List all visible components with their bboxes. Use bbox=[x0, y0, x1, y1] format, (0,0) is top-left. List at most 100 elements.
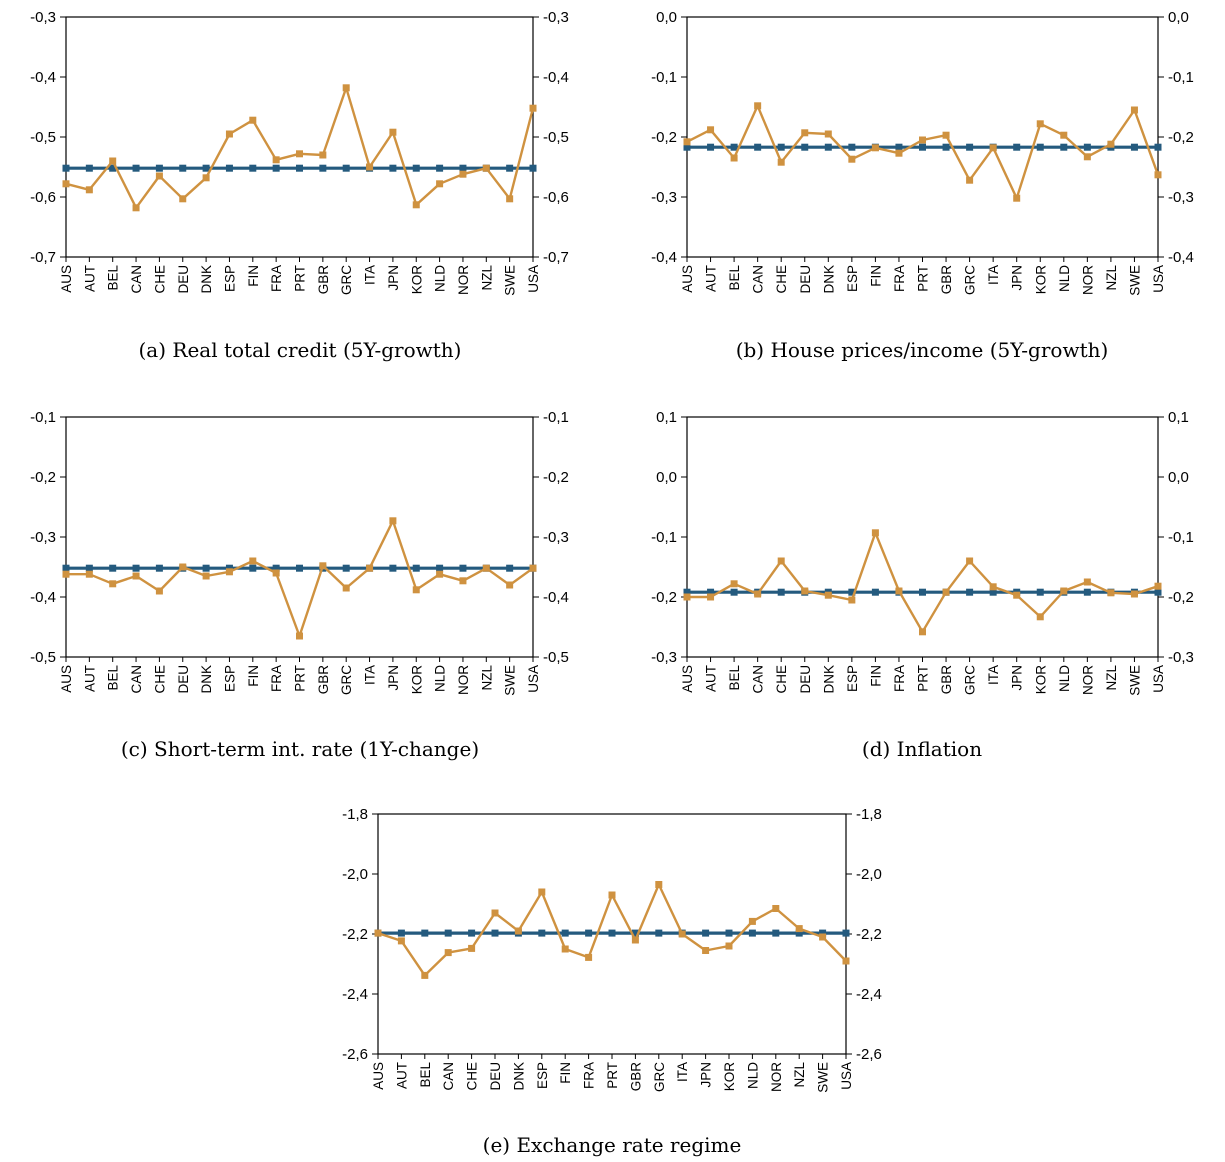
y-tick-label-right: -1,8 bbox=[856, 806, 882, 823]
flat-series-marker bbox=[585, 929, 593, 937]
flat-series-marker bbox=[179, 164, 187, 172]
flat-series-marker bbox=[819, 929, 827, 937]
country-series-marker bbox=[1013, 194, 1021, 202]
country-series-marker bbox=[919, 136, 926, 144]
x-tick-label: AUS bbox=[680, 265, 695, 293]
x-tick-label: CAN bbox=[129, 265, 144, 294]
caption-e: (e) Exchange rate regime bbox=[483, 1133, 742, 1157]
x-tick-label: NZL bbox=[1104, 265, 1119, 291]
caption-d: (d) Inflation bbox=[862, 737, 982, 761]
x-tick-label: BEL bbox=[727, 265, 742, 291]
y-tick-label-right: -0,1 bbox=[543, 409, 569, 426]
x-tick-label: GBR bbox=[316, 665, 331, 695]
x-tick-label: JPN bbox=[1010, 665, 1025, 691]
flat-series-marker bbox=[942, 143, 950, 151]
country-series-marker bbox=[871, 529, 879, 537]
y-tick-label-left: 0,0 bbox=[656, 9, 677, 26]
x-tick-label: SWE bbox=[1127, 265, 1142, 296]
country-series-marker bbox=[1107, 140, 1115, 148]
country-series-marker bbox=[801, 587, 809, 595]
flat-series-marker bbox=[730, 588, 738, 596]
country-series-marker bbox=[62, 570, 70, 578]
x-tick-label: SWE bbox=[816, 1062, 831, 1093]
y-tick-label-left: -0,3 bbox=[651, 189, 677, 206]
x-tick-label: ESP bbox=[222, 265, 237, 292]
y-tick-label-left: -0,7 bbox=[30, 249, 56, 266]
country-series-marker bbox=[109, 157, 117, 165]
x-tick-label: GBR bbox=[939, 665, 954, 695]
flat-series-marker bbox=[1060, 143, 1068, 151]
flat-series-marker bbox=[795, 929, 803, 937]
country-series-marker bbox=[824, 130, 832, 138]
country-series-marker bbox=[777, 158, 785, 166]
country-series-marker bbox=[795, 925, 803, 933]
caption-c: (c) Short-term int. rate (1Y-change) bbox=[121, 737, 479, 761]
flat-series-marker bbox=[296, 564, 303, 572]
country-series-marker bbox=[272, 569, 280, 577]
country-series-marker bbox=[848, 596, 856, 604]
country-series-marker bbox=[444, 949, 452, 957]
flat-series-marker bbox=[272, 164, 280, 172]
y-tick-label-right: -2,0 bbox=[856, 866, 882, 883]
country-series-marker bbox=[842, 957, 850, 965]
country-series-marker bbox=[459, 577, 467, 585]
country-series-marker bbox=[491, 909, 499, 917]
y-tick-label-right: -0,7 bbox=[543, 249, 569, 266]
x-tick-label: AUT bbox=[82, 665, 97, 692]
x-tick-label: NZL bbox=[792, 1062, 807, 1088]
flat-series-marker bbox=[1130, 143, 1138, 151]
flat-series-marker bbox=[824, 143, 832, 151]
flat-series-marker bbox=[506, 564, 514, 572]
country-series-marker bbox=[631, 936, 639, 944]
y-tick-label-left: 0,0 bbox=[656, 469, 677, 486]
x-tick-label: FRA bbox=[269, 665, 284, 692]
x-tick-label: DEU bbox=[798, 665, 813, 694]
country-series-marker bbox=[374, 929, 382, 937]
x-tick-label: GBR bbox=[316, 265, 331, 295]
country-series-marker bbox=[1083, 578, 1091, 586]
flat-series-marker bbox=[412, 564, 420, 572]
y-tick-label-right: 0,1 bbox=[1168, 409, 1189, 426]
flat-series-marker bbox=[109, 564, 117, 572]
x-tick-label: GBR bbox=[628, 1062, 643, 1092]
flat-series-marker bbox=[491, 929, 499, 937]
flat-series-marker bbox=[459, 564, 467, 572]
flat-series-marker bbox=[342, 564, 350, 572]
country-series-marker bbox=[1036, 120, 1044, 128]
caption-b: (b) House prices/income (5Y-growth) bbox=[736, 338, 1109, 362]
country-series-marker bbox=[966, 176, 974, 184]
x-tick-label: CAN bbox=[129, 665, 144, 694]
flat-series-marker bbox=[62, 164, 70, 172]
flat-series-marker bbox=[848, 588, 856, 596]
y-tick-label-left: -0,5 bbox=[30, 129, 56, 146]
x-tick-label: NZL bbox=[1104, 665, 1119, 691]
country-series-marker bbox=[85, 570, 93, 578]
y-tick-label-left: -0,2 bbox=[651, 589, 677, 606]
x-tick-label: JPN bbox=[1010, 265, 1025, 291]
x-tick-label: NLD bbox=[433, 265, 448, 292]
plot-frame bbox=[65, 16, 534, 258]
flat-series-marker bbox=[966, 588, 974, 596]
country-series-marker bbox=[179, 195, 187, 203]
y-tick-label-left: -0,3 bbox=[30, 529, 56, 546]
flat-series-marker bbox=[1083, 588, 1091, 596]
x-tick-label: FRA bbox=[892, 265, 907, 292]
flat-series-marker bbox=[631, 929, 639, 937]
x-tick-label: ESP bbox=[845, 665, 860, 692]
country-series-marker bbox=[296, 150, 303, 158]
country-series-marker bbox=[989, 144, 997, 152]
x-tick-label: BEL bbox=[418, 1062, 433, 1088]
flat-series-marker bbox=[1036, 588, 1044, 596]
country-series-marker bbox=[249, 116, 257, 124]
y-tick-label-left: -0,3 bbox=[651, 649, 677, 666]
flat-series-marker bbox=[1154, 143, 1162, 151]
x-tick-label: SWE bbox=[1127, 665, 1142, 696]
y-tick-label-right: -0,3 bbox=[1168, 189, 1194, 206]
y-tick-label-right: 0,0 bbox=[1168, 469, 1189, 486]
flat-series-marker bbox=[155, 164, 163, 172]
x-tick-label: NOR bbox=[1080, 665, 1095, 695]
x-tick-label: NOR bbox=[1080, 265, 1095, 295]
x-tick-label: GRC bbox=[339, 265, 354, 295]
country-series-marker bbox=[421, 971, 429, 979]
